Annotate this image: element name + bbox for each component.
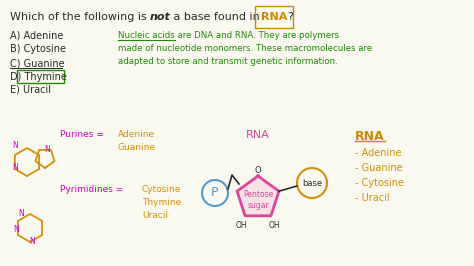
Text: N: N xyxy=(12,140,18,149)
Text: D) Thymine: D) Thymine xyxy=(10,72,67,81)
Text: - Uracil: - Uracil xyxy=(355,193,390,203)
Text: N: N xyxy=(13,226,19,235)
Text: Pentose
sugar: Pentose sugar xyxy=(243,190,273,210)
Text: ?: ? xyxy=(287,12,293,22)
Text: RNA: RNA xyxy=(355,130,384,143)
Text: P: P xyxy=(211,186,219,200)
Text: - Adenine: - Adenine xyxy=(355,148,401,158)
Text: Cytosine
Thymine
Uracil: Cytosine Thymine Uracil xyxy=(142,185,182,221)
Text: A) Adenine: A) Adenine xyxy=(10,31,64,41)
Text: OH: OH xyxy=(269,221,281,230)
Text: base: base xyxy=(302,178,322,188)
Text: adapted to store and transmit genetic information.: adapted to store and transmit genetic in… xyxy=(118,57,338,66)
Text: - Guanine: - Guanine xyxy=(355,163,402,173)
Text: RNA: RNA xyxy=(261,12,287,22)
Text: N: N xyxy=(29,238,35,247)
Text: N: N xyxy=(18,210,24,218)
Text: Nucleic acids are DNA and RNA. They are polymers: Nucleic acids are DNA and RNA. They are … xyxy=(118,31,339,40)
Text: a base found in: a base found in xyxy=(170,12,263,22)
Text: RNA: RNA xyxy=(246,130,270,140)
Text: B) Cytosine: B) Cytosine xyxy=(10,44,66,55)
Text: Which of the following is: Which of the following is xyxy=(10,12,150,22)
Text: N: N xyxy=(12,163,18,172)
Text: N: N xyxy=(44,146,50,155)
Text: Purines =: Purines = xyxy=(60,130,104,139)
Text: Guanine: Guanine xyxy=(118,143,156,152)
Polygon shape xyxy=(237,176,279,216)
Text: made of nucleotide monomers. These macromolecules are: made of nucleotide monomers. These macro… xyxy=(118,44,372,53)
Text: E) Uracil: E) Uracil xyxy=(10,85,51,95)
Text: Pyrimidines =: Pyrimidines = xyxy=(60,185,123,194)
Text: O: O xyxy=(255,166,261,175)
Text: C) Guanine: C) Guanine xyxy=(10,58,64,68)
Text: - Cytosine: - Cytosine xyxy=(355,178,404,188)
Text: Adenine: Adenine xyxy=(118,130,155,139)
Text: OH: OH xyxy=(235,221,247,230)
Text: not: not xyxy=(150,12,171,22)
